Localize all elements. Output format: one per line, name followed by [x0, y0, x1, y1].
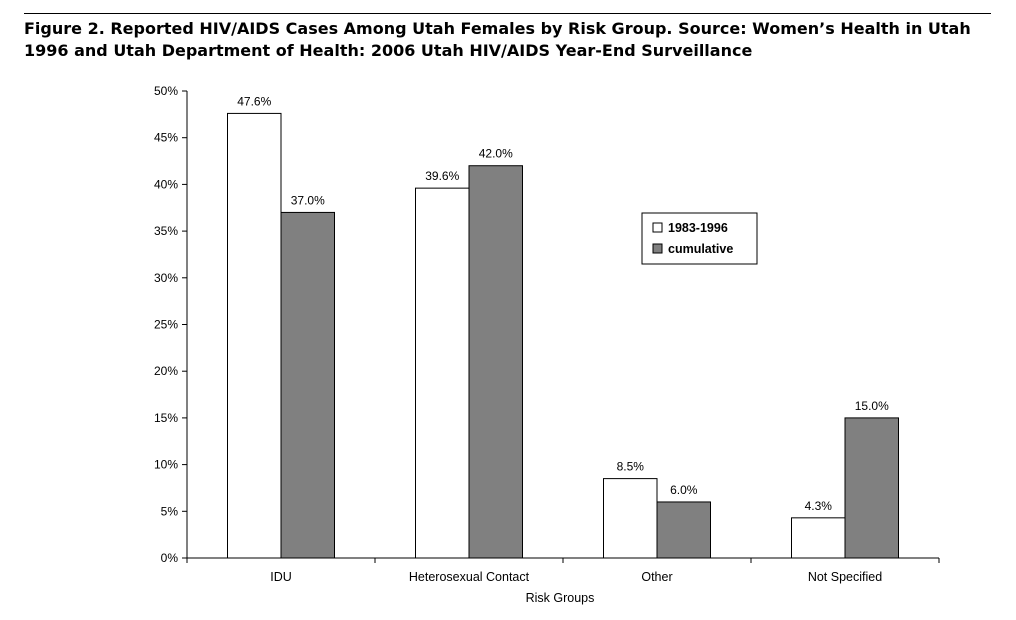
data-label: 15.0% — [855, 399, 889, 413]
x-category-label: Heterosexual Contact — [409, 570, 530, 584]
y-tick-label: 5% — [161, 504, 179, 518]
figure-title: Figure 2. Reported HIV/AIDS Cases Among … — [24, 19, 971, 60]
legend-box — [641, 212, 758, 265]
bar-period — [603, 478, 658, 559]
y-tick-label: 10% — [154, 458, 178, 472]
legend-swatch — [652, 222, 663, 233]
bar-cumulative — [280, 211, 335, 559]
y-tick-label: 20% — [154, 364, 178, 378]
y-tick-label: 35% — [154, 224, 178, 238]
y-tick-label: 45% — [154, 131, 178, 145]
x-axis: IDU Heterosexual Contact Other Not Specifie… — [186, 557, 940, 584]
legend-swatch — [652, 243, 663, 254]
x-category-label: Not Specified — [808, 570, 882, 584]
bar-cumulative — [656, 501, 711, 559]
bar-period — [415, 187, 470, 559]
data-label: 4.3% — [805, 499, 833, 513]
data-label: 47.6% — [237, 94, 271, 108]
bar-period — [227, 112, 282, 559]
x-axis-title: Risk Groups — [526, 591, 595, 605]
bar-cumulative — [468, 165, 523, 559]
y-tick-label: 0% — [161, 551, 179, 565]
title-rule — [24, 13, 991, 14]
y-tick-label: 40% — [154, 177, 178, 191]
data-label: 42.0% — [479, 147, 513, 161]
x-category-label: IDU — [270, 570, 292, 584]
data-label: 8.5% — [617, 460, 645, 474]
y-tick-label: 15% — [154, 411, 178, 425]
y-tick-label: 30% — [154, 271, 178, 285]
bars: 47.6% 37.0% 39.6% 42.0% 8.5% 6.0% 4.3% 15.0% — [227, 94, 899, 559]
x-category-label: Other — [641, 570, 672, 584]
y-tick-label: 25% — [154, 318, 178, 332]
bar-cumulative — [844, 417, 899, 559]
legend-label: cumulative — [668, 242, 733, 256]
y-axis: 0% 5% 10% 15% 20% 25% 30% 35% 40% 45% 50% — [154, 84, 188, 565]
y-tick-label: 50% — [154, 84, 178, 98]
data-label: 6.0% — [670, 483, 698, 497]
data-label: 37.0% — [291, 193, 325, 207]
data-label: 39.6% — [425, 169, 459, 183]
legend-label: 1983-1996 — [668, 221, 728, 235]
legend: 1983-1996 cumulative — [641, 212, 758, 265]
bar-period — [791, 517, 846, 559]
